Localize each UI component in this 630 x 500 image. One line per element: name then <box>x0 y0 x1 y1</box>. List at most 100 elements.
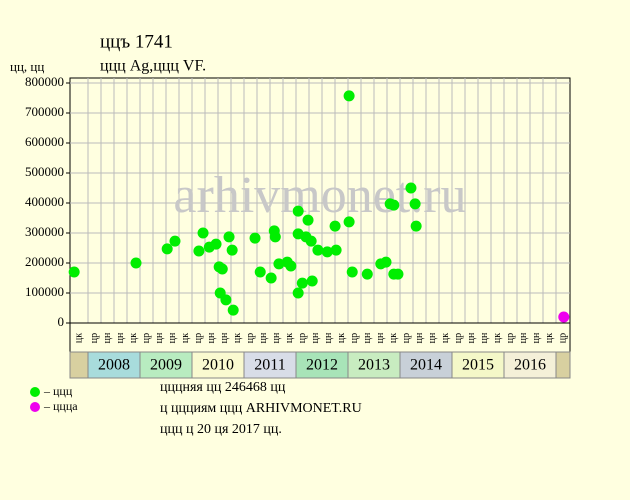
x-column-label: цк <box>232 333 243 343</box>
point <box>216 263 228 275</box>
x-label-row <box>69 322 571 353</box>
point <box>223 231 235 243</box>
point <box>388 199 400 211</box>
x-column-label: цк <box>388 333 399 343</box>
year-band-label: 2011 <box>254 357 285 374</box>
point <box>193 245 205 257</box>
point <box>285 260 297 272</box>
point <box>249 232 261 244</box>
chart-title: ццъ 1741 <box>100 31 173 52</box>
post-band <box>555 351 571 379</box>
point <box>343 90 355 102</box>
point <box>306 275 318 287</box>
y-tick-label: 500000 <box>25 164 64 179</box>
point <box>329 220 341 232</box>
x-column-label: цр <box>89 333 100 343</box>
y-axis-label: цц, цц <box>10 59 44 74</box>
point <box>346 266 358 278</box>
point <box>330 244 342 256</box>
x-column-label: цр <box>141 333 152 343</box>
legend-marker <box>30 387 40 397</box>
point <box>405 182 417 194</box>
point <box>130 257 142 269</box>
year-band-label: 2014 <box>410 357 442 374</box>
x-column-label: цр <box>349 333 360 343</box>
x-column-label: цн <box>258 332 269 343</box>
x-column-label: цн <box>518 332 529 343</box>
x-column-label: цк <box>336 333 347 343</box>
year-band-label: 2013 <box>358 357 390 374</box>
footer-text: цццняя цц 246468 цц <box>160 380 286 395</box>
x-column-label: цр <box>557 333 568 343</box>
footer-text: ццц ц 20 ця 2017 цц. <box>160 422 282 437</box>
point <box>68 266 80 278</box>
x-column-label: цн <box>375 332 386 343</box>
x-column-label: цр <box>505 333 516 343</box>
y-tick-label: 400000 <box>25 194 64 209</box>
year-band-label: 2008 <box>98 357 130 374</box>
year-band-label: 2012 <box>306 357 338 374</box>
year-band-label: 2015 <box>462 357 494 374</box>
year-band <box>503 351 557 379</box>
point <box>265 272 277 284</box>
point <box>409 198 421 210</box>
chart-subtitle: ццц Ag,ццц VF. <box>100 58 206 75</box>
point <box>410 220 422 232</box>
y-tick-label: 0 <box>58 314 65 329</box>
x-column-label: цн <box>427 332 438 343</box>
pre-band <box>69 351 89 379</box>
x-column-label: цк <box>128 333 139 343</box>
point <box>292 287 304 299</box>
x-column-label: цн <box>115 332 126 343</box>
x-column-label: цн <box>167 332 178 343</box>
point <box>292 205 304 217</box>
point <box>220 294 232 306</box>
x-column-label: цн <box>362 332 373 343</box>
y-tick-label: 300000 <box>25 224 64 239</box>
point <box>558 311 570 323</box>
point <box>321 246 333 258</box>
point <box>296 277 308 289</box>
x-column-label: цк <box>492 333 503 343</box>
point <box>392 268 404 280</box>
x-column-label: цн <box>466 332 477 343</box>
x-column-label: цн <box>323 332 334 343</box>
legend-label: – ццца <box>43 399 78 413</box>
point <box>269 231 281 243</box>
footer-text: ц ццциям ццц ARHIVMONET.RU <box>160 401 362 416</box>
point <box>161 243 173 255</box>
x-column-label: цк <box>73 333 84 343</box>
x-column-label: цн <box>531 332 542 343</box>
x-column-label: цн <box>154 332 165 343</box>
x-column-label: цр <box>193 333 204 343</box>
year-band-label: 2016 <box>514 357 546 374</box>
year-band <box>191 351 245 379</box>
x-column-label: цк <box>284 333 295 343</box>
point <box>312 244 324 256</box>
point <box>226 244 238 256</box>
legend-marker <box>30 402 40 412</box>
point <box>227 304 239 316</box>
year-band-label: 2009 <box>150 357 182 374</box>
y-tick-label: 800000 <box>25 74 64 89</box>
x-column-label: цк <box>180 333 191 343</box>
year-band-label: 2010 <box>202 357 234 374</box>
point <box>169 235 181 247</box>
x-column-label: цн <box>310 332 321 343</box>
x-column-label: цр <box>245 333 256 343</box>
x-column-label: цн <box>414 332 425 343</box>
x-column-label: цк <box>544 333 555 343</box>
point <box>210 238 222 250</box>
y-tick-label: 100000 <box>25 284 64 299</box>
point <box>305 235 317 247</box>
x-column-label: цр <box>453 333 464 343</box>
point <box>361 268 373 280</box>
x-column-label: цн <box>219 332 230 343</box>
point <box>273 258 285 270</box>
watermark: arhivmonet.ru <box>173 167 466 224</box>
x-column-label: цн <box>102 332 113 343</box>
x-column-label: цн <box>479 332 490 343</box>
x-column-label: цн <box>206 332 217 343</box>
point <box>302 214 314 226</box>
